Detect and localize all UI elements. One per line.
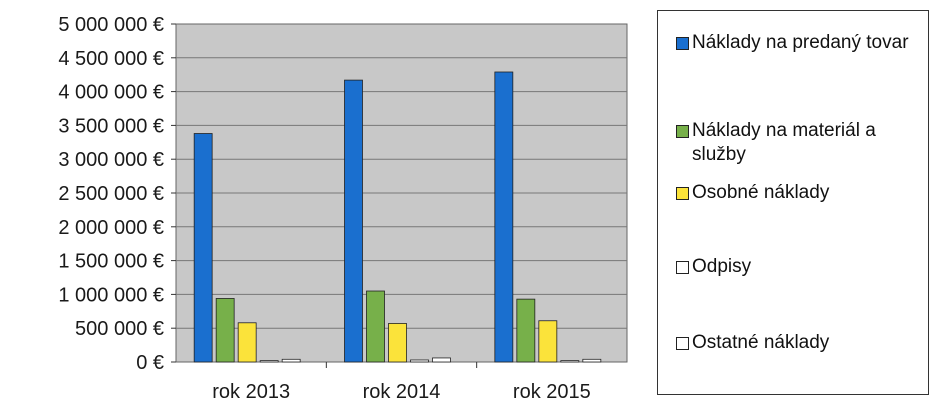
legend-label: Náklady na materiál a služby xyxy=(692,120,876,165)
legend-label: Osobné náklady xyxy=(692,182,830,203)
legend-label: Odpisy xyxy=(692,256,752,277)
bar xyxy=(193,133,213,363)
legend-swatch xyxy=(676,187,689,200)
bar xyxy=(516,298,536,363)
bar xyxy=(366,290,385,363)
y-tick-label: 2 000 000 € xyxy=(58,217,164,239)
y-tick-label: 1 500 000 € xyxy=(58,251,164,273)
bar xyxy=(344,79,363,363)
bar xyxy=(388,323,407,363)
legend-swatch xyxy=(676,125,689,138)
bar-chart: 0 € 500 000 € 1 000 000 € 1 500 000 € 2 000 … xyxy=(58,14,628,403)
y-tick-label: 3 000 000 € xyxy=(58,149,164,171)
bar xyxy=(410,359,429,363)
bar xyxy=(538,320,558,363)
x-tick-label: rok 2015 xyxy=(513,381,591,403)
bar xyxy=(432,357,451,363)
bars xyxy=(193,71,602,363)
y-tick-label: 5 000 000 € xyxy=(58,14,164,36)
bar xyxy=(281,358,301,363)
legend-swatch xyxy=(676,261,689,274)
bar xyxy=(259,360,279,363)
y-tick-label: 2 500 000 € xyxy=(58,183,164,205)
legend-label: Náklady na predaný tovar xyxy=(692,32,909,53)
bar xyxy=(215,298,235,363)
x-axis: rok 2013 rok 2014 rok 2015 xyxy=(212,362,591,403)
bar xyxy=(494,71,514,363)
y-tick-label: 0 € xyxy=(136,352,164,374)
y-axis: 0 € 500 000 € 1 000 000 € 1 500 000 € 2 000 … xyxy=(58,14,176,374)
legend-item: Osobné náklady xyxy=(676,181,926,205)
legend-item: Odpisy xyxy=(676,255,926,279)
legend-item: Náklady na predaný tovar xyxy=(676,31,926,55)
legend: Náklady na predaný tovar Náklady na mater… xyxy=(657,10,929,395)
legend-item: Ostatné náklady xyxy=(676,331,926,355)
y-tick-label: 500 000 € xyxy=(75,318,164,340)
y-tick-label: 3 500 000 € xyxy=(58,115,164,137)
y-tick-label: 1 000 000 € xyxy=(58,284,164,306)
legend-label: Ostatné náklady xyxy=(692,332,830,353)
legend-swatch xyxy=(676,337,689,350)
legend-item: Náklady na materiál a služby xyxy=(676,119,926,167)
x-tick-label: rok 2013 xyxy=(212,381,290,403)
y-tick-label: 4 500 000 € xyxy=(58,48,164,70)
bar xyxy=(560,360,580,363)
x-tick-label: rok 2014 xyxy=(363,381,441,403)
legend-swatch xyxy=(676,37,689,50)
bar xyxy=(237,322,257,363)
y-tick-label: 4 000 000 € xyxy=(58,82,164,104)
bar xyxy=(582,358,602,363)
